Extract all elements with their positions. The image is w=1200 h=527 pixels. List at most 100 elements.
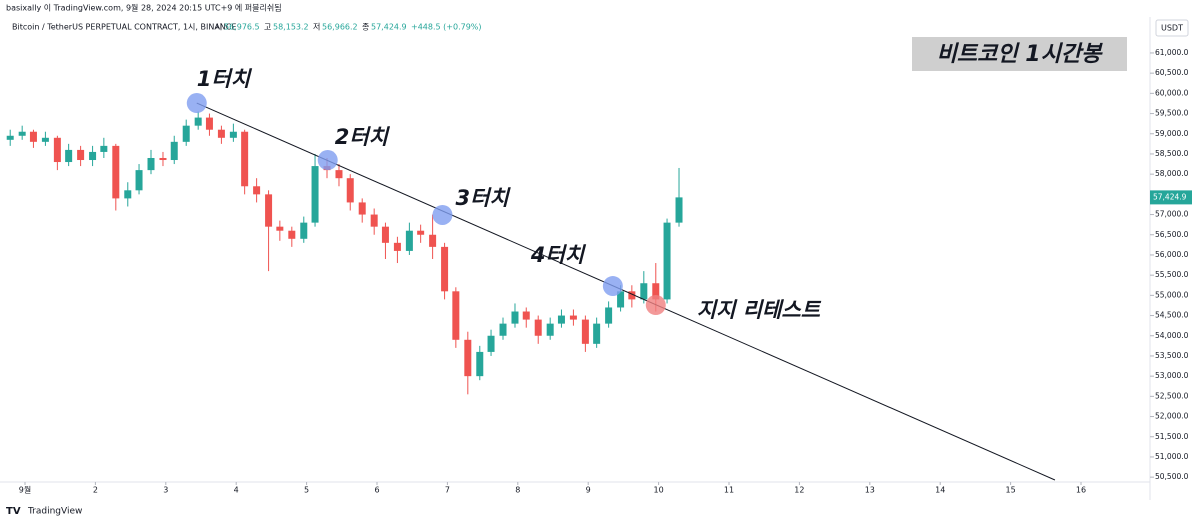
y-tick-label: 52,000.0 bbox=[1155, 412, 1189, 421]
candle-body bbox=[370, 214, 378, 227]
candle-body bbox=[640, 283, 648, 300]
footer-logo: TV bbox=[6, 506, 21, 517]
touch-label: 2터치 bbox=[335, 125, 391, 149]
y-tick-label: 59,000.0 bbox=[1155, 129, 1189, 138]
y-tick-label: 50,500.0 bbox=[1155, 472, 1189, 481]
candle-body bbox=[628, 291, 636, 300]
touch-point bbox=[432, 204, 453, 225]
candle-body bbox=[205, 117, 213, 130]
candle-body bbox=[41, 137, 49, 142]
x-tick-label: 2 bbox=[93, 486, 98, 495]
candle-body bbox=[77, 149, 85, 161]
candle-body bbox=[53, 137, 61, 163]
candle-body bbox=[135, 170, 143, 191]
candle-body bbox=[663, 222, 671, 300]
x-tick-label: 11 bbox=[724, 486, 734, 495]
y-tick-label: 60,000.0 bbox=[1155, 88, 1189, 97]
published: basixally 이 TradingView.com, 9월 28, 2024… bbox=[6, 3, 282, 13]
candle-body bbox=[346, 178, 354, 203]
candle-body bbox=[499, 323, 507, 336]
ohlc-label: 종 bbox=[362, 23, 369, 32]
candle-body bbox=[487, 335, 495, 352]
chart-title: 비트코인 1시간봉 bbox=[937, 42, 1103, 67]
candle-body bbox=[358, 202, 366, 215]
x-tick-label: 9 bbox=[586, 486, 591, 495]
candle-body bbox=[511, 311, 519, 324]
last-price-tag bbox=[1150, 190, 1192, 205]
symbol: Bitcoin / TetherUS PERPETUAL CONTRACT, 1… bbox=[12, 23, 236, 32]
touch-point bbox=[602, 276, 623, 297]
x-tick-label: 5 bbox=[304, 486, 309, 495]
x-tick-label: 3 bbox=[163, 486, 168, 495]
currency: USDT bbox=[1161, 24, 1183, 33]
x-tick-label: 4 bbox=[234, 486, 239, 495]
candle-body bbox=[441, 246, 449, 292]
touch-point bbox=[317, 150, 338, 171]
candle-body bbox=[217, 129, 225, 138]
candle-body bbox=[182, 125, 190, 142]
x-tick-label: 8 bbox=[515, 486, 520, 495]
candle-body bbox=[557, 315, 565, 324]
candle-body bbox=[147, 157, 155, 171]
touch-label: 1터치 bbox=[197, 67, 253, 91]
candle-body bbox=[652, 283, 660, 300]
ohlc-value: 56,966.2 bbox=[322, 23, 358, 32]
y-tick-label: 60,500.0 bbox=[1155, 68, 1189, 77]
candle-body bbox=[429, 234, 437, 247]
candle-body bbox=[265, 194, 273, 227]
candle-body bbox=[89, 151, 97, 161]
candle-body bbox=[100, 145, 108, 152]
y-tick-label: 58,000.0 bbox=[1155, 169, 1189, 178]
candle-body bbox=[569, 315, 577, 320]
x-tick-label: 16 bbox=[1076, 486, 1086, 495]
y-tick-label: 58,500.0 bbox=[1155, 149, 1189, 158]
y-tick-label: 54,000.0 bbox=[1155, 331, 1189, 340]
y-tick-label: 56,500.0 bbox=[1155, 230, 1189, 239]
y-tick-label: 53,000.0 bbox=[1155, 371, 1189, 380]
candle-body bbox=[381, 226, 389, 243]
candle-body bbox=[6, 135, 14, 140]
candle-body bbox=[253, 186, 261, 195]
touch-point bbox=[186, 93, 207, 114]
touch-point bbox=[645, 295, 666, 316]
candle-body bbox=[605, 307, 613, 324]
candle-body bbox=[464, 339, 472, 377]
currency-box bbox=[1155, 19, 1189, 37]
y-tick-label: 51,000.0 bbox=[1155, 452, 1189, 461]
x-tick-label: 15 bbox=[1006, 486, 1016, 495]
candle-body bbox=[405, 230, 413, 251]
candle-body bbox=[522, 311, 530, 320]
ohlc-value: 58,153.2 bbox=[273, 23, 309, 32]
candle-body bbox=[452, 291, 460, 340]
y-tick-label: 56,000.0 bbox=[1155, 250, 1189, 259]
ohlc-label: 고 bbox=[264, 23, 271, 32]
x-tick-label: 13 bbox=[865, 486, 875, 495]
title-box bbox=[912, 37, 1127, 71]
y-tick-label: 55,500.0 bbox=[1155, 270, 1189, 279]
x-tick-label: 14 bbox=[935, 486, 945, 495]
candle-body bbox=[311, 166, 319, 223]
trendline bbox=[196, 102, 1056, 481]
touch-label: 3터치 bbox=[455, 186, 511, 210]
candle-body bbox=[617, 291, 625, 308]
candle-body bbox=[546, 323, 554, 336]
x-tick-label: 12 bbox=[794, 486, 804, 495]
candle-body bbox=[288, 230, 296, 239]
y-tick-label: 54,500.0 bbox=[1155, 311, 1189, 320]
ohlc-label: 저 bbox=[313, 23, 320, 32]
y-tick-label: 59,500.0 bbox=[1155, 109, 1189, 118]
last-price-label: 57,424.9 bbox=[1153, 192, 1187, 201]
candle-body bbox=[581, 319, 589, 344]
candle-body bbox=[300, 222, 308, 239]
candle-body bbox=[124, 190, 132, 199]
candle-body bbox=[170, 141, 178, 161]
candle-body bbox=[476, 351, 484, 377]
change: +448.5 (+0.79%) bbox=[411, 23, 482, 32]
touch-label: 4터치 bbox=[530, 243, 587, 267]
candle-body bbox=[675, 197, 683, 223]
ohlc-label: 시 bbox=[215, 23, 222, 32]
candle-body bbox=[417, 230, 425, 235]
footer: TradingView bbox=[27, 507, 82, 517]
candle-body bbox=[159, 157, 167, 161]
ohlc-value: 56,976.5 bbox=[224, 23, 260, 32]
